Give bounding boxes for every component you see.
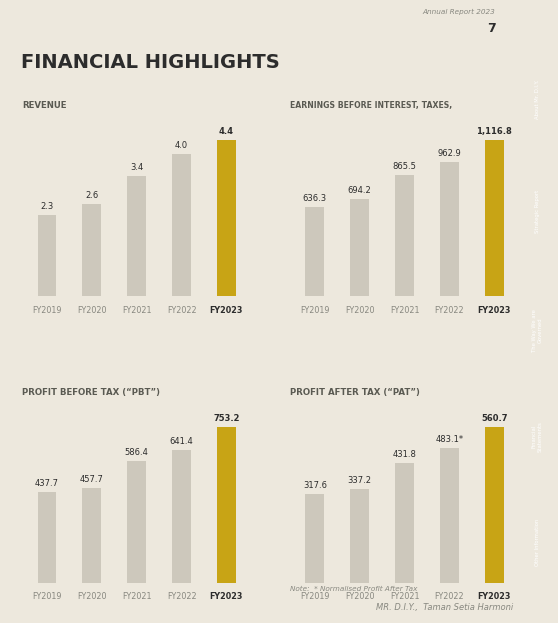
Text: PROFIT BEFORE TAX (“PBT”): PROFIT BEFORE TAX (“PBT”) (22, 388, 160, 396)
Text: Annual Report 2023: Annual Report 2023 (423, 9, 496, 16)
Text: The Way We are
Governed: The Way We are Governed (532, 309, 542, 351)
Bar (83, 204, 101, 296)
Text: MR. D.I.Y.,  Taman Setia Harmoni: MR. D.I.Y., Taman Setia Harmoni (376, 603, 513, 612)
Bar (127, 176, 146, 296)
Bar (217, 427, 236, 583)
Text: 560.7: 560.7 (481, 414, 508, 423)
Text: 1,116.8: 1,116.8 (477, 127, 512, 136)
Text: FINANCIAL HIGHLIGHTS: FINANCIAL HIGHLIGHTS (21, 53, 280, 72)
Text: Financial
Statements: Financial Statements (532, 421, 542, 452)
Text: 3.4: 3.4 (130, 163, 143, 172)
Text: Strategic Report: Strategic Report (535, 190, 540, 234)
Text: EARNINGS BEFORE INTEREST, TAXES,
DEPRECIATION AND AMORTISATION (“EBITDA”): EARNINGS BEFORE INTEREST, TAXES, DEPRECI… (290, 101, 496, 121)
Bar (395, 462, 414, 583)
Text: 483.1*: 483.1* (435, 435, 464, 444)
Bar (305, 494, 324, 583)
Text: 317.6: 317.6 (303, 482, 327, 490)
Text: 2.6: 2.6 (85, 191, 98, 200)
Bar (440, 161, 459, 296)
Text: 641.4: 641.4 (170, 437, 194, 446)
Text: (RM million): (RM million) (290, 135, 337, 144)
Text: 337.2: 337.2 (348, 476, 372, 485)
Bar (350, 489, 369, 583)
Text: 4.0: 4.0 (175, 141, 188, 150)
Text: 4.4: 4.4 (219, 127, 234, 136)
Text: 7: 7 (487, 22, 496, 35)
Text: (RM million): (RM million) (22, 410, 69, 419)
Text: 694.2: 694.2 (348, 186, 372, 195)
Text: 636.3: 636.3 (303, 194, 327, 203)
Bar (395, 175, 414, 296)
Text: (RM million): (RM million) (290, 410, 337, 419)
Bar (440, 449, 459, 583)
Text: REVENUE: REVENUE (22, 101, 67, 110)
Text: 962.9: 962.9 (437, 149, 461, 158)
Text: (RM billion): (RM billion) (22, 123, 66, 132)
Text: 431.8: 431.8 (393, 450, 416, 459)
Text: 2.3: 2.3 (40, 202, 54, 211)
Text: Other Information: Other Information (535, 518, 540, 566)
Bar (37, 492, 56, 583)
Bar (217, 140, 236, 296)
Bar (485, 140, 504, 296)
Text: About Mr. D.I.Y.: About Mr. D.I.Y. (535, 80, 540, 120)
Bar (350, 199, 369, 296)
Bar (305, 207, 324, 296)
Text: Note:  * Normalised Profit After Tax: Note: * Normalised Profit After Tax (290, 586, 417, 592)
Text: 753.2: 753.2 (213, 414, 240, 423)
Text: PROFIT AFTER TAX (“PAT”): PROFIT AFTER TAX (“PAT”) (290, 388, 420, 396)
Bar (172, 450, 191, 583)
Text: 586.4: 586.4 (125, 449, 148, 457)
Bar (172, 155, 191, 296)
Bar (485, 427, 504, 583)
Bar (127, 461, 146, 583)
Text: 865.5: 865.5 (393, 163, 416, 171)
Bar (83, 488, 101, 583)
Bar (37, 214, 56, 296)
Text: 457.7: 457.7 (80, 475, 104, 484)
Text: 437.7: 437.7 (35, 479, 59, 488)
